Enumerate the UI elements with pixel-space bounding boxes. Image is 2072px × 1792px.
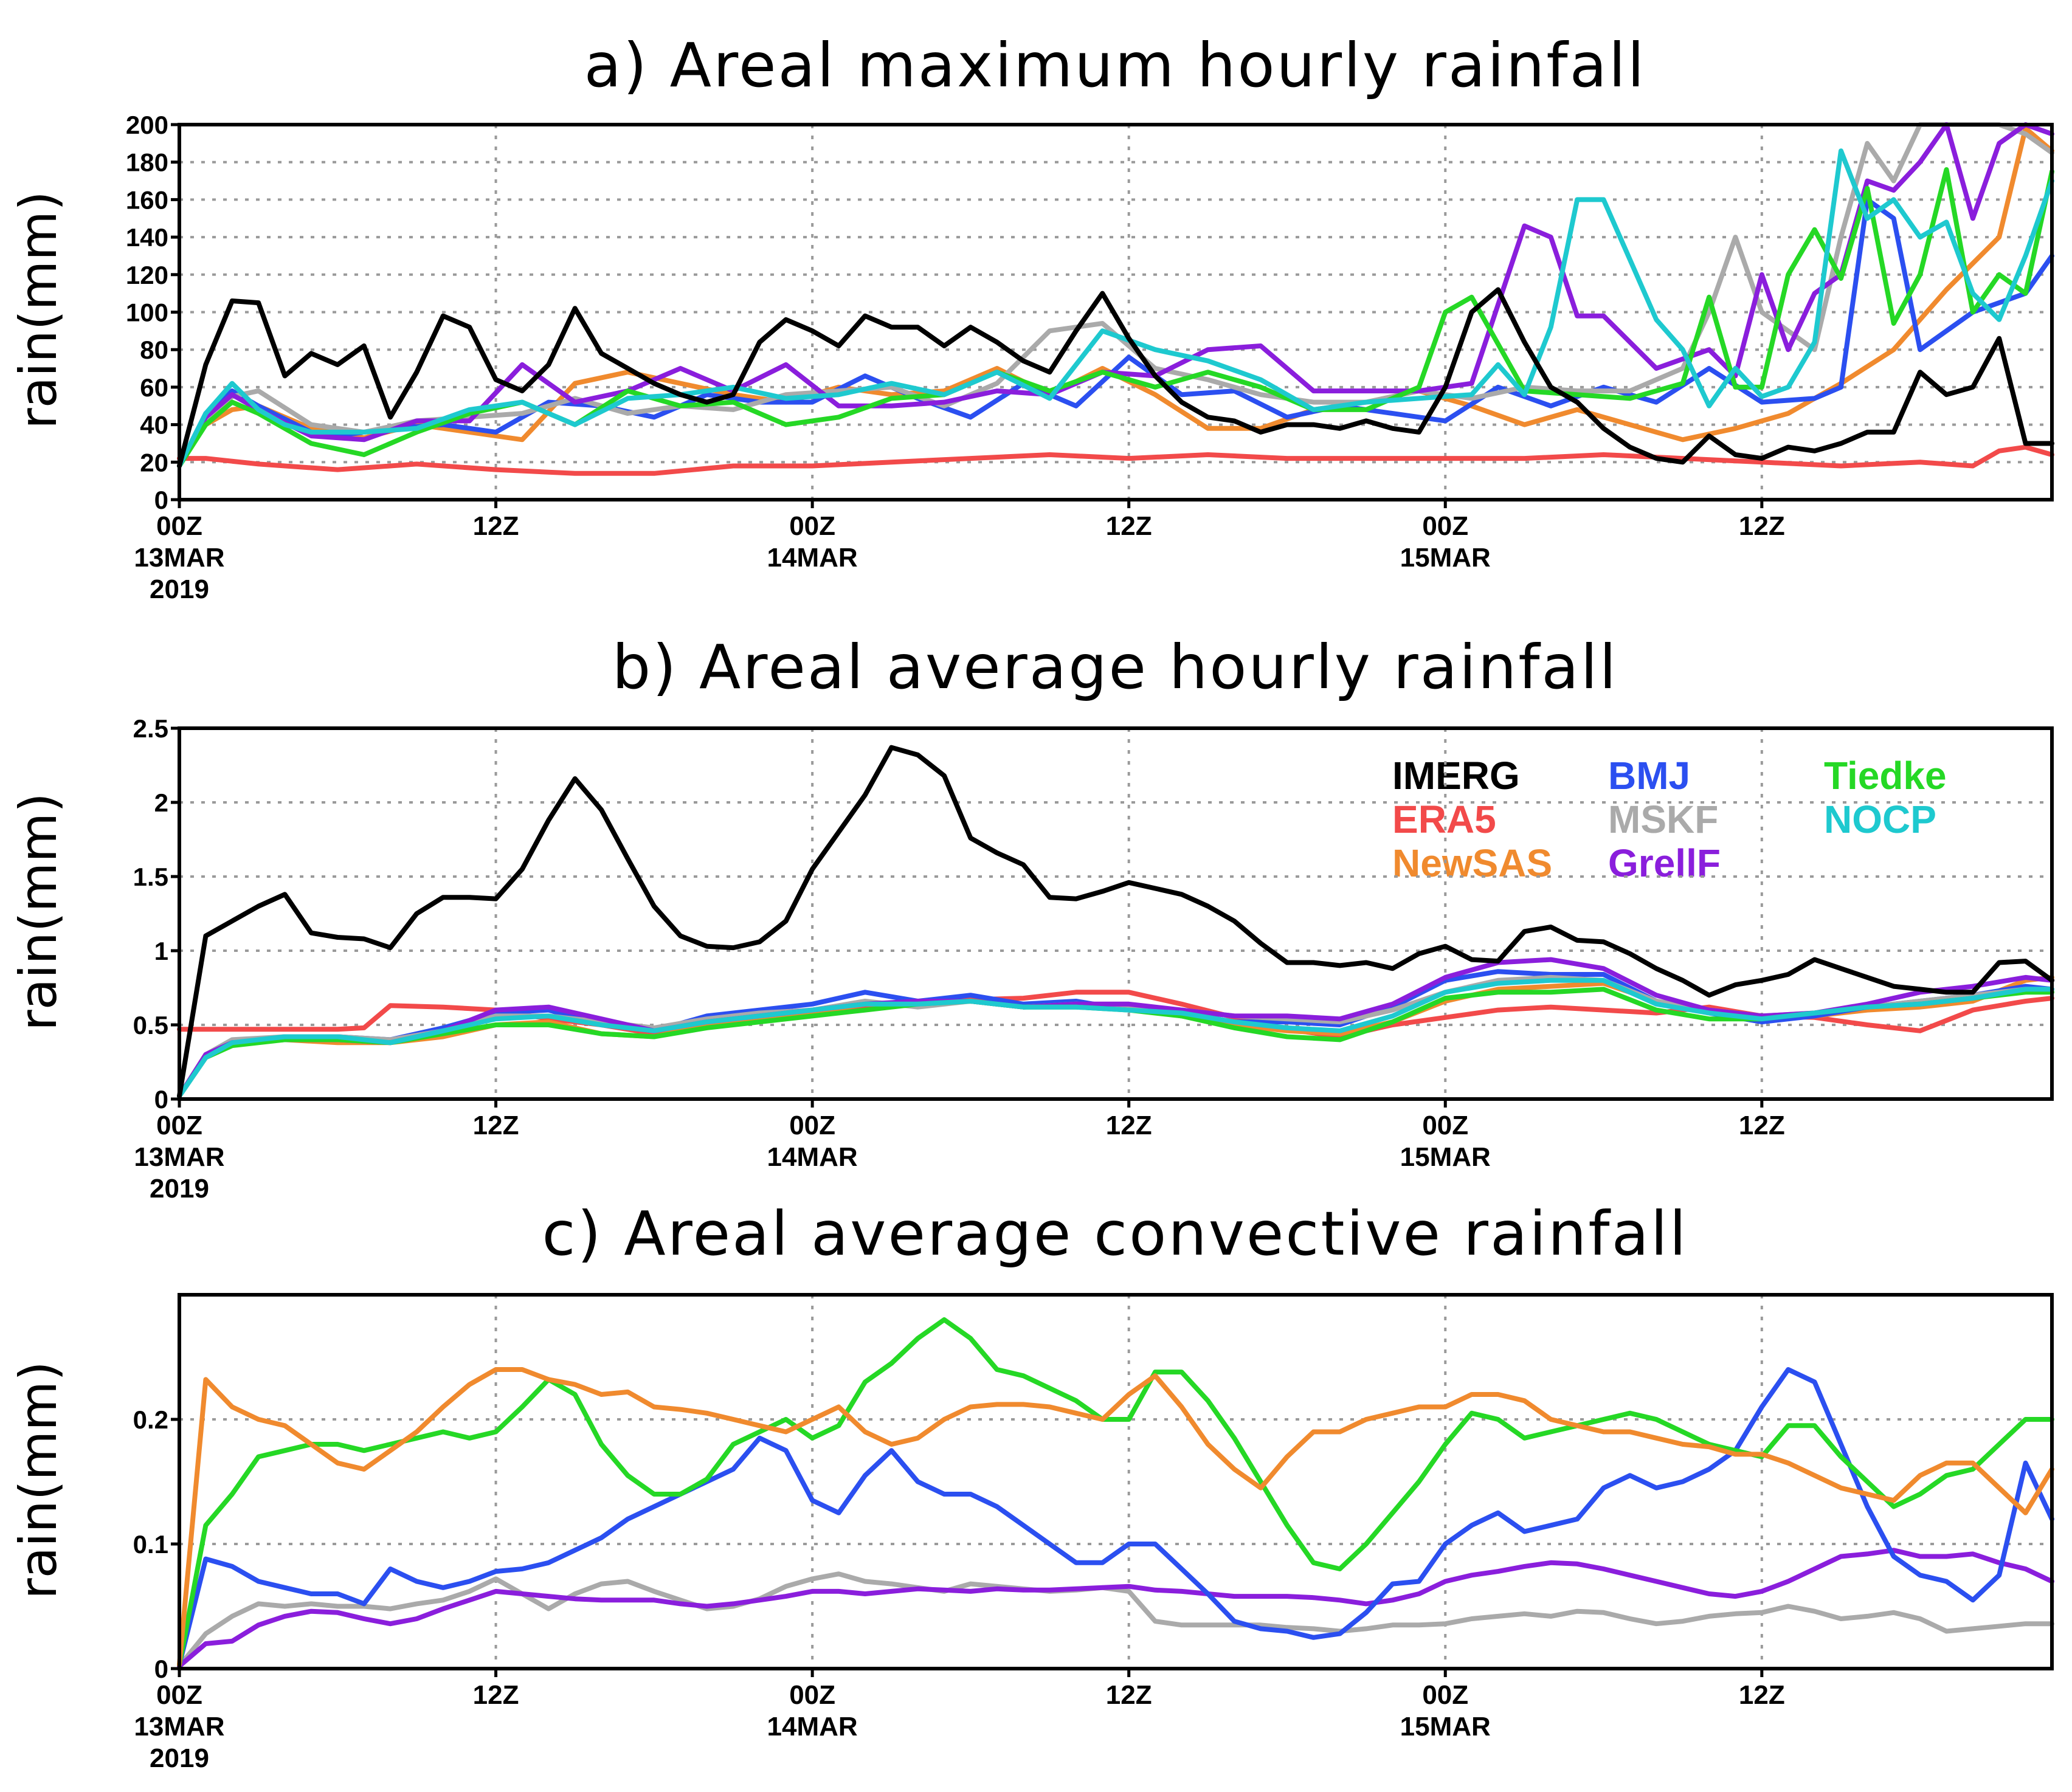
panel-b-y-tick-label-1: 0.5	[133, 1011, 168, 1039]
panel-a-y-tick-label-0: 0	[154, 486, 168, 514]
panel-b-average-hourly-rainfall: b) Areal average hourly rainfall rain(mm…	[9, 632, 2054, 1204]
panel-c-x-tick-label-4-1: 15MAR	[1400, 1712, 1491, 1742]
panel-c-x-tick-label-0-0: 00Z	[156, 1680, 202, 1710]
panel-c-x-tick-label-1-0: 12Z	[473, 1680, 519, 1710]
panel-a-y-tick-label-7: 140	[126, 223, 168, 252]
panel-b-y-tick-label-2: 1	[154, 937, 168, 965]
panel-b-x-tick-label-3-0: 12Z	[1106, 1111, 1152, 1140]
panel-a-x-tick-label-3-0: 12Z	[1106, 511, 1152, 541]
legend-entry-newsas: NewSAS	[1392, 841, 1552, 885]
panel-a-title: a) Areal maximum hourly rainfall	[584, 30, 1646, 101]
panel-b-y-tick-label-0: 0	[154, 1085, 168, 1114]
panel-b-series-newsas	[177, 974, 2054, 1099]
panel-c-series-newsas	[177, 1367, 2054, 1667]
panel-b-series-mskf	[177, 974, 2054, 1099]
panel-c-series-bmj	[177, 1367, 2054, 1667]
panel-a-x-tick-label-4-1: 15MAR	[1400, 543, 1491, 573]
panel-a-series-imerg	[177, 287, 2054, 469]
panel-c-x-tick-label-4-0: 00Z	[1422, 1680, 1468, 1710]
panel-b-x-tick-label-4-0: 00Z	[1422, 1111, 1468, 1140]
panel-b-x-tick-label-0-0: 00Z	[156, 1111, 202, 1140]
panel-a-y-axis-label: rain(mm)	[9, 191, 68, 429]
panel-c-y-tick-label-1: 0.1	[133, 1530, 168, 1559]
panel-b-title: b) Areal average hourly rainfall	[612, 632, 1618, 703]
panel-a-max-hourly-rainfall: a) Areal maximum hourly rainfall rain(mm…	[9, 30, 2054, 604]
panel-b-series-nocp	[177, 977, 2054, 1099]
panel-c-x-tick-label-0-2: 2019	[150, 1743, 209, 1773]
panel-b-x-tick-label-0-2: 2019	[150, 1174, 209, 1204]
legend-entry-grellf: GrellF	[1608, 841, 1721, 885]
legend-entry-nocp: NOCP	[1824, 798, 1936, 841]
panel-b-series-imerg	[177, 745, 2054, 1099]
panel-a-y-tick-label-10: 200	[126, 111, 168, 139]
panel-b-x-tick-label-1-0: 12Z	[473, 1111, 519, 1140]
panel-a-x-tick-label-1-0: 12Z	[473, 511, 519, 541]
legend-entry-mskf: MSKF	[1608, 798, 1718, 841]
panel-a-y-tick-label-3: 60	[140, 373, 168, 402]
panel-a-y-tick-label-6: 120	[126, 261, 168, 289]
panel-a-series-era5	[177, 444, 2054, 476]
panel-c-x-tick-label-5-0: 12Z	[1739, 1680, 1785, 1710]
panel-b-y-tick-label-5: 2.5	[133, 714, 168, 743]
panel-a-y-tick-label-9: 180	[126, 148, 168, 177]
panel-b-x-tick-label-2-1: 14MAR	[767, 1142, 858, 1172]
panel-a-x-tick-label-2-1: 14MAR	[767, 543, 858, 573]
panel-c-convective-rainfall: c) Areal average convective rainfall rai…	[9, 1198, 2054, 1773]
legend-entry-tiedke: Tiedke	[1824, 754, 1947, 798]
panel-c-series-grellf	[177, 1548, 2054, 1669]
panel-a-x-tick-label-0-0: 00Z	[156, 511, 202, 541]
panel-c-series-tiedke	[177, 1317, 2054, 1667]
panel-c-series-mskf	[177, 1571, 2054, 1669]
panel-a-x-tick-label-0-1: 13MAR	[134, 543, 224, 573]
legend-entry-imerg: IMERG	[1392, 754, 1520, 798]
panel-b-x-tick-label-2-0: 00Z	[789, 1111, 835, 1140]
panel-b-x-tick-label-4-1: 15MAR	[1400, 1142, 1491, 1172]
panel-c-y-tick-label-0: 0	[154, 1655, 168, 1683]
panel-a-x-tick-label-4-0: 00Z	[1422, 511, 1468, 541]
panel-c-x-tick-label-0-1: 13MAR	[134, 1712, 224, 1742]
panel-c-x-tick-label-3-0: 12Z	[1106, 1680, 1152, 1710]
panel-a-series-nocp	[177, 148, 2054, 469]
panel-b-y-tick-label-3: 1.5	[133, 863, 168, 891]
panel-c-y-tick-label-2: 0.2	[133, 1405, 168, 1434]
panel-a-x-tick-label-2-0: 00Z	[789, 511, 835, 541]
panel-b-plot-frame	[178, 726, 2054, 1101]
panel-a-y-tick-label-2: 40	[140, 411, 168, 439]
panel-a-y-tick-label-5: 100	[126, 298, 168, 327]
panel-a-y-tick-label-8: 160	[126, 185, 168, 214]
legend-entry-bmj: BMJ	[1608, 754, 1690, 798]
panel-a-y-tick-label-4: 80	[140, 336, 168, 364]
panel-b-x-tick-label-0-1: 13MAR	[134, 1142, 224, 1172]
panel-c-x-tick-label-2-0: 00Z	[789, 1680, 835, 1710]
panel-c-title: c) Areal average convective rainfall	[542, 1198, 1688, 1269]
panel-c-plot-frame	[178, 1293, 2054, 1670]
panel-b-x-tick-label-5-0: 12Z	[1739, 1111, 1785, 1140]
panel-b-y-tick-label-4: 2	[154, 788, 168, 817]
panel-b-y-axis-label: rain(mm)	[9, 793, 68, 1031]
panel-a-x-tick-label-0-2: 2019	[150, 574, 209, 604]
panel-a-series-mskf	[177, 122, 2054, 465]
panel-a-y-tick-label-1: 20	[140, 448, 168, 477]
panel-c-y-axis-label: rain(mm)	[9, 1361, 68, 1599]
panel-a-x-tick-label-5-0: 12Z	[1739, 511, 1785, 541]
panel-c-x-tick-label-2-1: 14MAR	[767, 1712, 858, 1742]
